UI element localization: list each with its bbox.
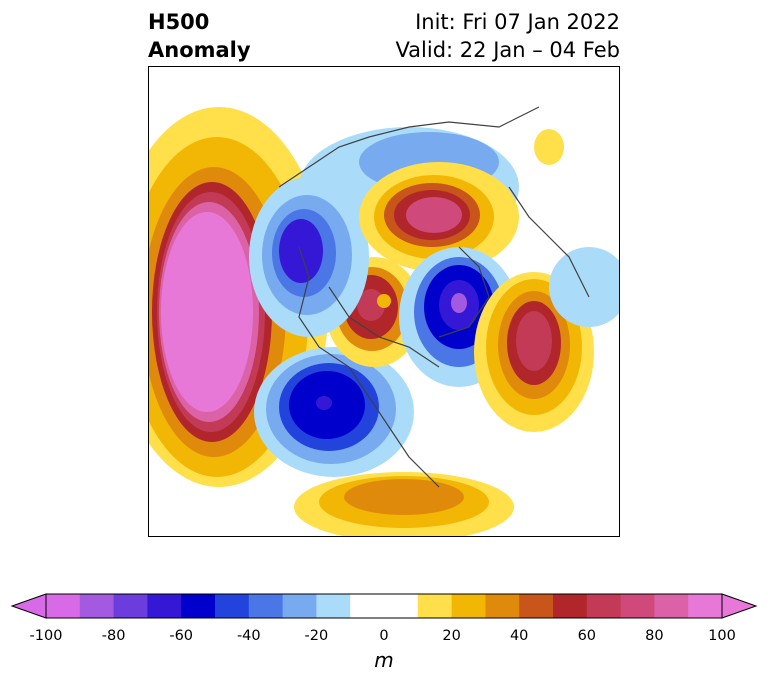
colorbar-segment — [654, 594, 689, 618]
colorbar-segment — [553, 594, 588, 618]
colorbar-segment — [417, 594, 453, 618]
colorbar: -100 -80 -60 -40 -20 0 20 40 60 80 100 m — [10, 590, 758, 680]
colorbar-segment — [46, 594, 81, 618]
anomaly-western-na-trough — [254, 347, 414, 477]
colorbar-segment — [350, 594, 385, 618]
anomaly-map — [148, 66, 620, 537]
colorbar-tick-label: 20 — [442, 628, 461, 644]
colorbar-segment — [519, 594, 554, 618]
map-title-left: H500 Anomaly — [148, 8, 251, 64]
anomaly-southeast-us-ridge — [294, 472, 514, 536]
colorbar-segment — [451, 594, 486, 618]
title-type: Anomaly — [148, 38, 251, 62]
colorbar-segment — [384, 594, 419, 618]
colorbar-tick-label: 80 — [645, 628, 664, 644]
colorbar-segment — [147, 594, 182, 618]
colorbar-segment — [215, 594, 250, 618]
colorbar-segment — [181, 594, 216, 618]
colorbar-segment — [113, 594, 148, 618]
colorbar-tick-label: 60 — [577, 628, 597, 644]
anomaly-arctic-ridge — [359, 162, 519, 272]
anomaly-small-ridge — [534, 129, 564, 165]
colorbar-extend-min — [10, 593, 47, 619]
title-variable: H500 — [148, 10, 210, 34]
colorbar-bar — [10, 593, 758, 619]
colorbar-tick-label: 40 — [509, 628, 529, 644]
anomaly-europe-ridge — [474, 272, 594, 432]
colorbar-tick-label: -80 — [101, 628, 126, 644]
colorbar-extend-max — [721, 593, 758, 619]
colorbar-unit-label: m — [374, 648, 394, 672]
colorbar-border — [45, 593, 723, 619]
colorbar-segment — [282, 594, 317, 618]
colorbar-tick-label: -40 — [236, 628, 261, 644]
colorbar-segment — [620, 594, 655, 618]
colorbar-segment — [79, 594, 115, 618]
colorbar-segment — [316, 594, 351, 618]
colorbar-segment — [586, 594, 622, 618]
valid-range: Valid: 22 Jan – 04 Feb — [395, 38, 620, 62]
colorbar-tick-label: -60 — [169, 628, 194, 644]
colorbar-tick-label: -20 — [304, 628, 329, 644]
init-date: Init: Fri 07 Jan 2022 — [415, 10, 620, 34]
colorbar-segment — [248, 594, 284, 618]
map-title-right: Init: Fri 07 Jan 2022 Valid: 22 Jan – 04… — [395, 8, 620, 64]
colorbar-tick-label: 100 — [708, 628, 736, 644]
coastlines — [278, 106, 590, 488]
colorbar-tick-label: 0 — [379, 628, 389, 644]
colorbar-tick-label: -100 — [29, 628, 63, 644]
anomaly-map-svg — [149, 106, 619, 536]
colorbar-segment — [485, 594, 520, 618]
colorbar-segment — [688, 594, 723, 618]
anomaly-canada-trough — [249, 177, 369, 337]
